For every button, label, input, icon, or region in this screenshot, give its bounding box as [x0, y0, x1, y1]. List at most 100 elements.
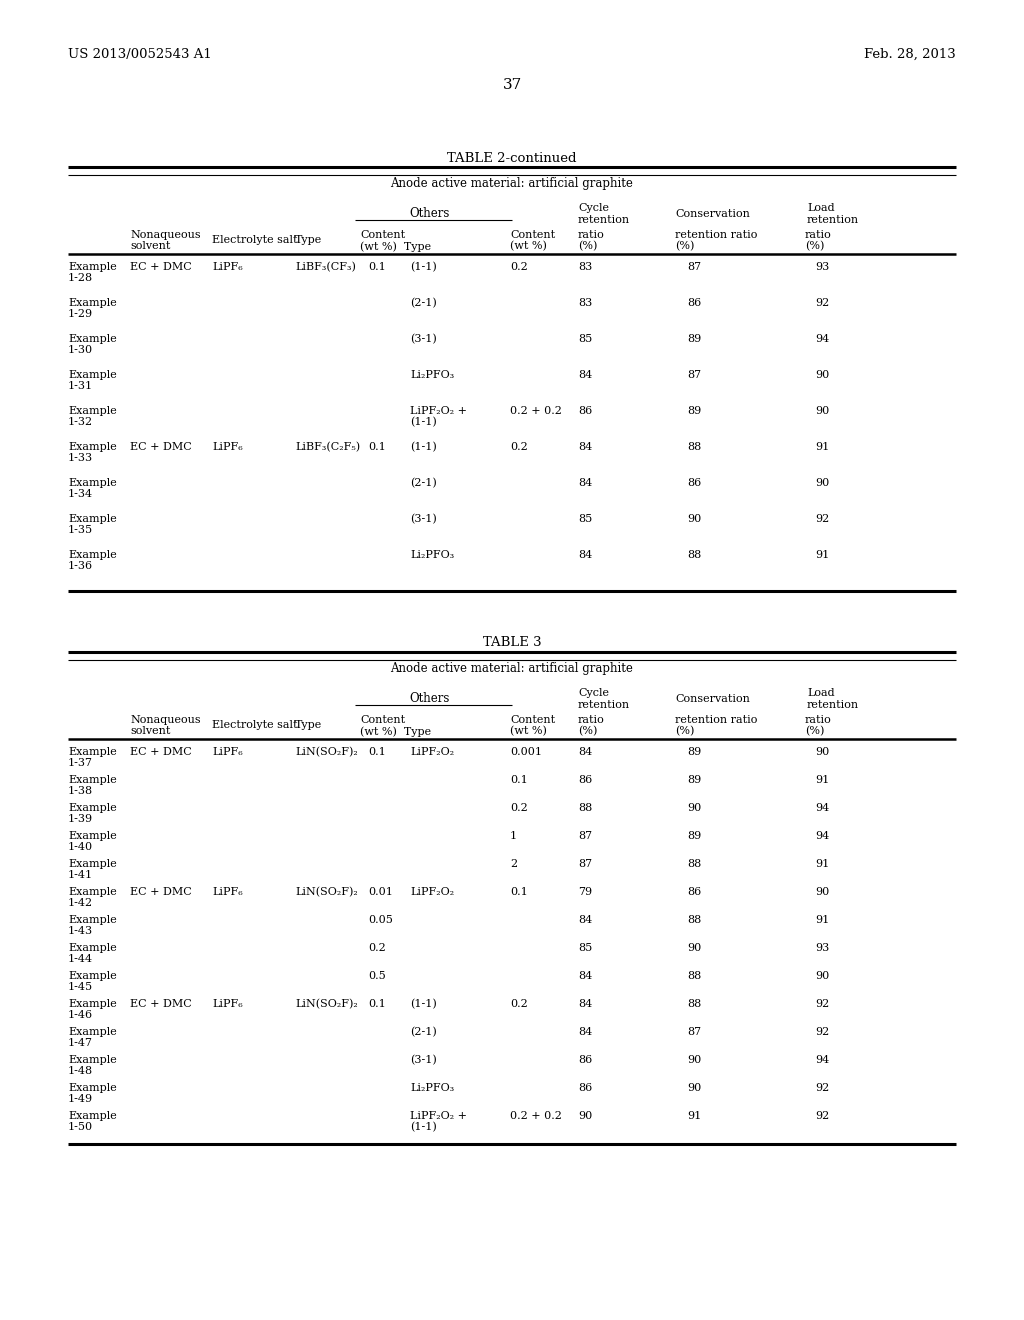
Text: 83: 83 — [578, 298, 592, 308]
Text: 0.2: 0.2 — [510, 803, 527, 813]
Text: 0.1: 0.1 — [510, 775, 527, 785]
Text: 84: 84 — [578, 478, 592, 488]
Text: 91: 91 — [815, 915, 829, 925]
Text: Li₂PFO₃: Li₂PFO₃ — [410, 1082, 455, 1093]
Text: LiPF₆: LiPF₆ — [212, 261, 243, 272]
Text: (wt %)  Type: (wt %) Type — [360, 242, 431, 252]
Text: 1-31: 1-31 — [68, 381, 93, 391]
Text: 85: 85 — [578, 334, 592, 345]
Text: 0.1: 0.1 — [368, 747, 386, 756]
Text: 90: 90 — [815, 407, 829, 416]
Text: Example: Example — [68, 775, 117, 785]
Text: 83: 83 — [578, 261, 592, 272]
Text: 90: 90 — [578, 1111, 592, 1121]
Text: Example: Example — [68, 298, 117, 308]
Text: Electrolyte salt: Electrolyte salt — [212, 235, 298, 246]
Text: ratio: ratio — [578, 230, 605, 240]
Text: retention ratio: retention ratio — [675, 715, 758, 725]
Text: (3-1): (3-1) — [410, 513, 437, 524]
Text: 79: 79 — [578, 887, 592, 898]
Text: 87: 87 — [578, 832, 592, 841]
Text: 1: 1 — [510, 832, 517, 841]
Text: LiN(SO₂F)₂: LiN(SO₂F)₂ — [295, 887, 357, 898]
Text: (%): (%) — [805, 726, 824, 737]
Text: 89: 89 — [687, 775, 701, 785]
Text: 93: 93 — [815, 942, 829, 953]
Text: retention: retention — [578, 700, 630, 710]
Text: Content: Content — [510, 715, 555, 725]
Text: Load: Load — [807, 688, 835, 698]
Text: LiPF₆: LiPF₆ — [212, 442, 243, 451]
Text: 91: 91 — [687, 1111, 701, 1121]
Text: 89: 89 — [687, 747, 701, 756]
Text: Others: Others — [410, 207, 451, 220]
Text: LiN(SO₂F)₂: LiN(SO₂F)₂ — [295, 747, 357, 758]
Text: 90: 90 — [687, 942, 701, 953]
Text: 88: 88 — [687, 550, 701, 560]
Text: 90: 90 — [815, 887, 829, 898]
Text: (1-1): (1-1) — [410, 1122, 437, 1133]
Text: Example: Example — [68, 478, 117, 488]
Text: 86: 86 — [687, 478, 701, 488]
Text: 87: 87 — [687, 370, 701, 380]
Text: 89: 89 — [687, 407, 701, 416]
Text: Content: Content — [360, 230, 406, 240]
Text: Conservation: Conservation — [675, 209, 750, 219]
Text: Content: Content — [510, 230, 555, 240]
Text: Example: Example — [68, 1027, 117, 1038]
Text: EC + DMC: EC + DMC — [130, 261, 191, 272]
Text: 87: 87 — [578, 859, 592, 869]
Text: 1-33: 1-33 — [68, 453, 93, 463]
Text: 88: 88 — [578, 803, 592, 813]
Text: Feb. 28, 2013: Feb. 28, 2013 — [864, 48, 956, 61]
Text: Others: Others — [410, 692, 451, 705]
Text: 0.001: 0.001 — [510, 747, 542, 756]
Text: ratio: ratio — [805, 230, 831, 240]
Text: LiBF₃(CF₃): LiBF₃(CF₃) — [295, 261, 356, 272]
Text: 0.2: 0.2 — [510, 261, 527, 272]
Text: 0.1: 0.1 — [368, 442, 386, 451]
Text: Cycle: Cycle — [578, 203, 609, 213]
Text: 1-42: 1-42 — [68, 898, 93, 908]
Text: (1-1): (1-1) — [410, 999, 437, 1010]
Text: Example: Example — [68, 747, 117, 756]
Text: 86: 86 — [578, 1082, 592, 1093]
Text: ratio: ratio — [805, 715, 831, 725]
Text: 1-48: 1-48 — [68, 1067, 93, 1076]
Text: (%): (%) — [578, 242, 597, 251]
Text: (1-1): (1-1) — [410, 261, 437, 272]
Text: 90: 90 — [687, 1082, 701, 1093]
Text: 88: 88 — [687, 915, 701, 925]
Text: LiPF₆: LiPF₆ — [212, 747, 243, 756]
Text: Example: Example — [68, 1055, 117, 1065]
Text: 86: 86 — [687, 887, 701, 898]
Text: 1-28: 1-28 — [68, 273, 93, 282]
Text: (%): (%) — [578, 726, 597, 737]
Text: 87: 87 — [687, 1027, 701, 1038]
Text: 0.01: 0.01 — [368, 887, 393, 898]
Text: 90: 90 — [687, 1055, 701, 1065]
Text: 88: 88 — [687, 972, 701, 981]
Text: Example: Example — [68, 859, 117, 869]
Text: Example: Example — [68, 370, 117, 380]
Text: Example: Example — [68, 803, 117, 813]
Text: Cycle: Cycle — [578, 688, 609, 698]
Text: 91: 91 — [815, 775, 829, 785]
Text: (3-1): (3-1) — [410, 334, 437, 345]
Text: 1-45: 1-45 — [68, 982, 93, 993]
Text: 94: 94 — [815, 334, 829, 345]
Text: ratio: ratio — [578, 715, 605, 725]
Text: 90: 90 — [815, 478, 829, 488]
Text: Li₂PFO₃: Li₂PFO₃ — [410, 550, 455, 560]
Text: 84: 84 — [578, 972, 592, 981]
Text: 1-38: 1-38 — [68, 785, 93, 796]
Text: Example: Example — [68, 999, 117, 1008]
Text: 1-36: 1-36 — [68, 561, 93, 572]
Text: retention: retention — [578, 215, 630, 224]
Text: 84: 84 — [578, 747, 592, 756]
Text: LiPF₆: LiPF₆ — [212, 887, 243, 898]
Text: 86: 86 — [578, 1055, 592, 1065]
Text: 92: 92 — [815, 1111, 829, 1121]
Text: 91: 91 — [815, 442, 829, 451]
Text: 90: 90 — [815, 747, 829, 756]
